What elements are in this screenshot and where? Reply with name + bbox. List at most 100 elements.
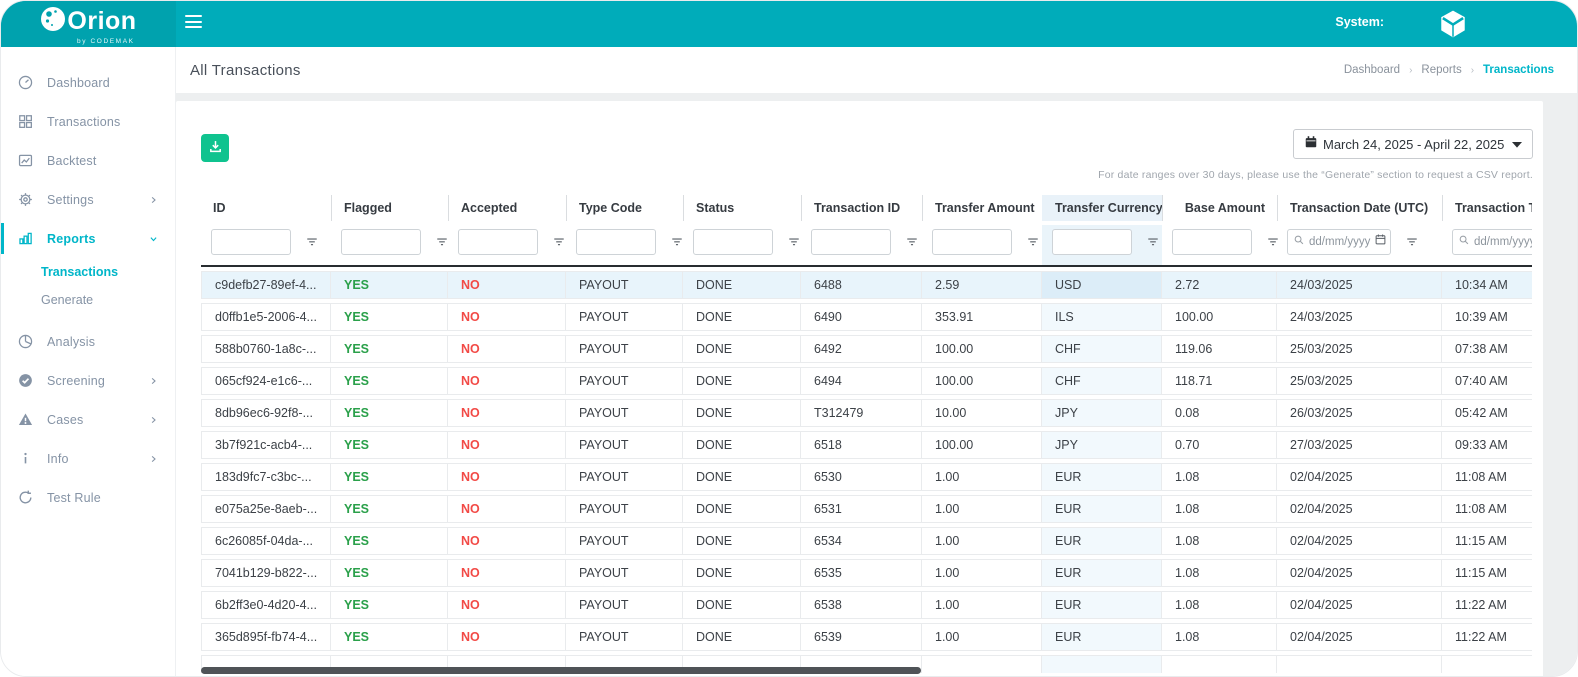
cell-base-amount: 1.08 [1162, 591, 1277, 619]
filter-icon[interactable] [552, 235, 566, 249]
filter-date-input-transaction-time[interactable]: dd/mm/yyyy [1452, 229, 1532, 255]
column-header-transaction-time[interactable]: Transaction Time [1442, 195, 1532, 221]
table-row[interactable]: 365d895f-fb74-4...YESNOPAYOUTDONE65391.0… [201, 623, 1532, 651]
sidebar-subitem-generate[interactable]: Generate [1, 286, 175, 314]
column-header-transaction-date[interactable]: Transaction Date (UTC) [1277, 195, 1442, 221]
filter-input-transfer-amount[interactable] [932, 229, 1012, 255]
cell-accepted: NO [448, 623, 566, 651]
cell-transaction-date: 25/03/2025 [1277, 367, 1442, 395]
chevron-down-icon [148, 233, 159, 244]
cell-transaction-time: 11:15 AM [1442, 527, 1532, 555]
table-row[interactable]: 7041b129-b822-...YESNOPAYOUTDONE65351.00… [201, 559, 1532, 587]
cell-flagged: YES [331, 559, 448, 587]
cell-status: DONE [683, 271, 801, 299]
table-row[interactable]: 065cf924-e1c6-...YESNOPAYOUTDONE6494100.… [201, 367, 1532, 395]
filter-input-base-amount[interactable] [1172, 229, 1252, 255]
cell-accepted: NO [448, 495, 566, 523]
sidebar-item-backtest[interactable]: Backtest [1, 141, 175, 180]
table-row[interactable]: 183d9fc7-c3bc-...YESNOPAYOUTDONE65301.00… [201, 463, 1532, 491]
cell-base-amount: 0.70 [1162, 431, 1277, 459]
table-row[interactable]: 588b0760-1a8c-...YESNOPAYOUTDONE6492100.… [201, 335, 1532, 363]
filter-input-transaction-id[interactable] [811, 229, 891, 255]
logo[interactable]: Orion by CODEMAK [1, 1, 176, 47]
cell-status: DONE [683, 463, 801, 491]
cell-id: 065cf924-e1c6-... [201, 367, 331, 395]
cell-transaction-time: 10:34 AM [1442, 271, 1532, 299]
filter-icon[interactable] [435, 235, 449, 249]
sidebar-item-transactions[interactable]: Transactions [1, 102, 175, 141]
cell-status: DONE [683, 335, 801, 363]
sidebar-item-test-rule[interactable]: Test Rule [1, 478, 175, 517]
sidebar-subitem-transactions[interactable]: Transactions [1, 258, 175, 286]
filter-icon[interactable] [787, 235, 801, 249]
table-head: IDFlaggedAcceptedType CodeStatusTransact… [201, 195, 1532, 267]
cell-transaction-time: 11:15 AM [1442, 559, 1532, 587]
column-header-type-code[interactable]: Type Code [566, 195, 683, 221]
filter-icon[interactable] [905, 235, 919, 249]
column-header-accepted[interactable]: Accepted [448, 195, 566, 221]
grid-icon [17, 113, 34, 130]
sidebar-item-label: Backtest [47, 154, 97, 168]
column-header-transfer-amount[interactable]: Transfer Amount [922, 195, 1042, 221]
filter-input-transfer-currency[interactable] [1052, 229, 1132, 255]
breadcrumb-separator-icon: › [1471, 65, 1474, 76]
sidebar-subitem-label: Transactions [41, 265, 118, 279]
filter-icon[interactable] [305, 235, 319, 249]
filter-input-type-code[interactable] [576, 229, 656, 255]
cell-transaction-date: 02/04/2025 [1277, 495, 1442, 523]
column-header-transfer-currency[interactable]: Transfer Currency [1042, 195, 1162, 221]
system-cube-icon[interactable] [1437, 8, 1469, 40]
table-row[interactable]: 8db96ec6-92f8-...YESNOPAYOUTDONET3124791… [201, 399, 1532, 427]
filter-cell-flagged [331, 225, 448, 267]
sidebar-item-reports[interactable]: Reports [1, 219, 175, 258]
cell-transaction-id: 6488 [801, 271, 922, 299]
cell-transaction-time: 11:08 AM [1442, 495, 1532, 523]
date-range-picker[interactable]: March 24, 2025 - April 22, 2025 [1293, 129, 1533, 159]
table-row[interactable]: c9defb27-89ef-4...YESNOPAYOUTDONE64882.5… [201, 271, 1532, 299]
column-header-transaction-id[interactable]: Transaction ID [801, 195, 922, 221]
filter-input-status[interactable] [693, 229, 773, 255]
cell-status: DONE [683, 559, 801, 587]
column-header-id[interactable]: ID [201, 195, 331, 221]
page-title: All Transactions [190, 62, 301, 79]
column-header-flagged[interactable]: Flagged [331, 195, 448, 221]
table-row[interactable]: d0ffb1e5-2006-4...YESNOPAYOUTDONE6490353… [201, 303, 1532, 331]
table-row[interactable]: 3b7f921c-acb4-...YESNOPAYOUTDONE6518100.… [201, 431, 1532, 459]
cell-id: 8db96ec6-92f8-... [201, 399, 331, 427]
export-button[interactable] [201, 134, 229, 162]
table-body: c9defb27-89ef-4...YESNOPAYOUTDONE64882.5… [201, 271, 1532, 673]
filter-input-accepted[interactable] [458, 229, 538, 255]
filter-input-id[interactable] [211, 229, 291, 255]
sidebar-item-analysis[interactable]: Analysis [1, 322, 175, 361]
table-row[interactable]: 6c26085f-04da-...YESNOPAYOUTDONE65341.00… [201, 527, 1532, 555]
hamburger-menu-icon[interactable] [185, 15, 202, 28]
cell-base-amount: 1.08 [1162, 527, 1277, 555]
breadcrumb-item-reports[interactable]: Reports [1421, 64, 1461, 76]
sidebar-item-screening[interactable]: Screening [1, 361, 175, 400]
filter-icon[interactable] [1266, 235, 1280, 249]
table-row[interactable]: e075a25e-8aeb-...YESNOPAYOUTDONE65311.00… [201, 495, 1532, 523]
sidebar-item-settings[interactable]: Settings [1, 180, 175, 219]
filter-icon[interactable] [670, 235, 684, 249]
sidebar-item-cases[interactable]: Cases [1, 400, 175, 439]
scrollbar-thumb[interactable] [201, 667, 921, 674]
cell-transaction-time: 05:42 AM [1442, 399, 1532, 427]
sidebar-item-label: Info [47, 452, 69, 466]
cell-transaction-date: 02/04/2025 [1277, 559, 1442, 587]
filter-icon[interactable] [1146, 235, 1160, 249]
cell-type-code: PAYOUT [566, 431, 683, 459]
sidebar-item-dashboard[interactable]: Dashboard [1, 63, 175, 102]
breadcrumb-item-dashboard[interactable]: Dashboard [1344, 64, 1400, 76]
topbar: Orion by CODEMAK System: [1, 1, 1578, 47]
cell-transfer-currency: EUR [1042, 559, 1162, 587]
filter-icon[interactable] [1026, 235, 1040, 249]
column-header-status[interactable]: Status [683, 195, 801, 221]
filter-input-flagged[interactable] [341, 229, 421, 255]
filter-date-input-transaction-date[interactable]: dd/mm/yyyy [1287, 229, 1391, 255]
column-header-base-amount[interactable]: Base Amount [1162, 195, 1277, 221]
filter-icon[interactable] [1405, 235, 1419, 249]
table-row[interactable]: 6b2ff3e0-4d20-4...YESNOPAYOUTDONE65381.0… [201, 591, 1532, 619]
sidebar-item-info[interactable]: Info [1, 439, 175, 478]
cell-accepted: NO [448, 559, 566, 587]
cell-transaction-date: 26/03/2025 [1277, 399, 1442, 427]
